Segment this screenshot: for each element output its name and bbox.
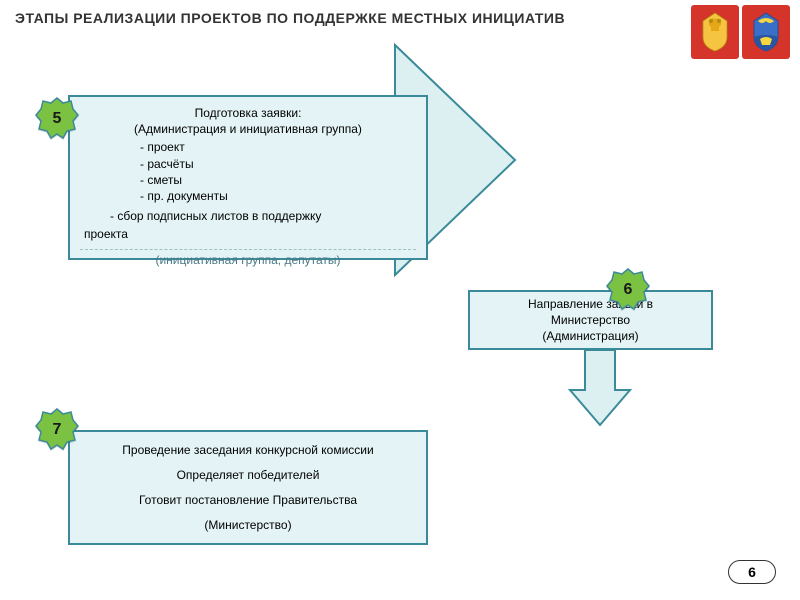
- page-number: 6: [728, 560, 776, 584]
- emblem-russia: [691, 5, 739, 59]
- step5-items: - проект - расчёты - сметы - пр. докумен…: [80, 139, 416, 204]
- step-5-box: Подготовка заявки: (Администрация и иниц…: [68, 95, 428, 260]
- step-badge-7: 7: [35, 408, 79, 452]
- step5-item: - пр. документы: [80, 188, 416, 204]
- step5-title: Подготовка заявки:: [195, 106, 302, 120]
- down-arrow-icon: [565, 350, 635, 430]
- step5-footer: (инициативная группа, депутаты): [80, 249, 416, 268]
- step7-line: Готовит постановление Правительства: [80, 492, 416, 508]
- step7-line: Определяет победителей: [80, 467, 416, 483]
- step5-note2: проекта: [80, 226, 416, 242]
- step-badge-6: 6: [606, 268, 650, 312]
- emblems: [691, 5, 790, 59]
- step5-subtitle: (Администрация и инициативная группа): [134, 122, 362, 136]
- step6-line: Министерство: [480, 312, 701, 328]
- step-badge-5: 5: [35, 97, 79, 141]
- badge-number: 5: [35, 97, 79, 141]
- step5-item: - расчёты: [80, 156, 416, 172]
- step-6-box: Направление заявки в Министерство (Админ…: [468, 290, 713, 350]
- step5-item: - проект: [80, 139, 416, 155]
- step7-line: Проведение заседания конкурсной комиссии: [80, 442, 416, 458]
- step-7-box: Проведение заседания конкурсной комиссии…: [68, 430, 428, 545]
- step6-line: (Администрация): [480, 328, 701, 344]
- page-title: ЭТАПЫ РЕАЛИЗАЦИИ ПРОЕКТОВ ПО ПОДДЕРЖКЕ М…: [15, 10, 565, 26]
- badge-number: 6: [606, 268, 650, 312]
- step5-note: - сбор подписных листов в поддержку: [80, 208, 416, 224]
- emblem-region: [742, 5, 790, 59]
- step6-line: Направление заявки в: [480, 296, 701, 312]
- step7-line: (Министерство): [80, 517, 416, 533]
- badge-number: 7: [35, 408, 79, 452]
- step5-item: - сметы: [80, 172, 416, 188]
